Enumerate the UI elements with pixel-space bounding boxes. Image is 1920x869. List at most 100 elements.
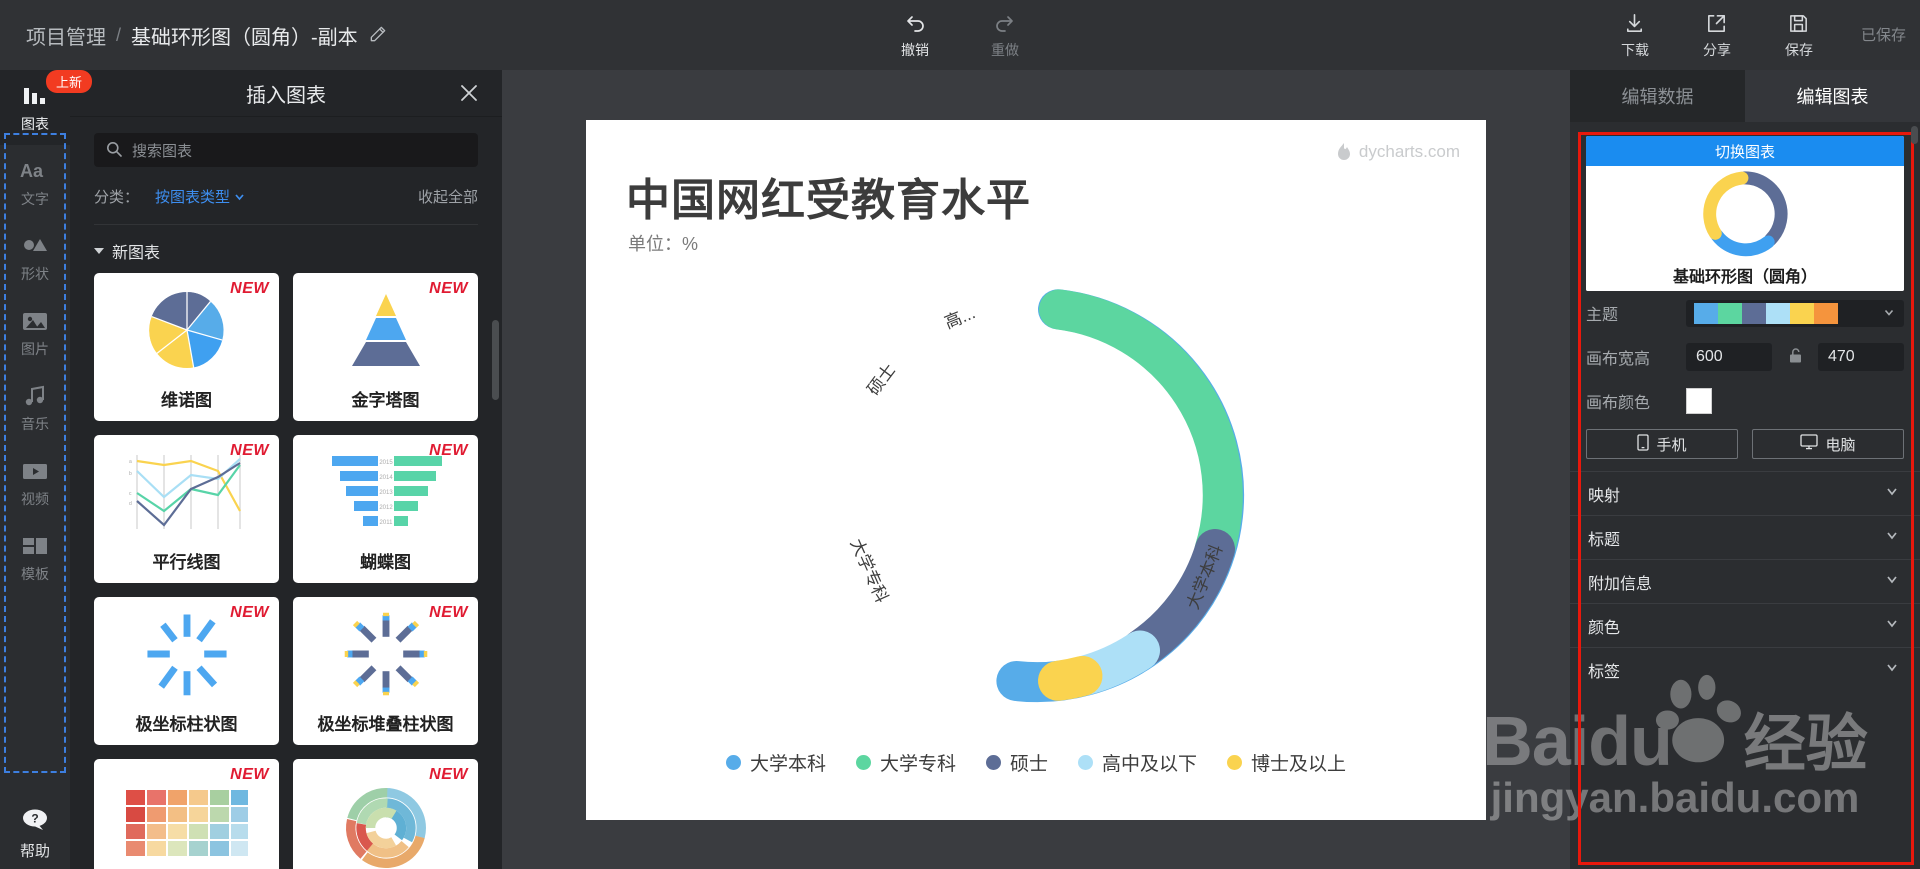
search-chart-input[interactable]: 搜索图表	[94, 133, 478, 168]
share-button[interactable]: 分享	[1693, 11, 1741, 60]
insert-panel-scrollbar[interactable]	[492, 320, 499, 400]
rail-label-template: 模板	[21, 566, 49, 582]
redo-button[interactable]: 重做	[981, 11, 1029, 60]
close-icon[interactable]	[458, 82, 480, 104]
canvas-color-swatch[interactable]	[1686, 388, 1712, 414]
category-dropdown[interactable]: 按图表类型	[155, 186, 246, 207]
desktop-label: 电脑	[1825, 436, 1856, 454]
section-label: 附加信息	[1588, 575, 1653, 593]
tab-edit-data[interactable]: 编辑数据	[1570, 70, 1745, 122]
legend-item-2[interactable]: 硕士	[985, 749, 1048, 776]
video-icon	[22, 458, 48, 484]
history-tools: 撤销 重做	[0, 0, 1920, 70]
chevron-down-icon	[1884, 659, 1900, 680]
breadcrumb-current: 基础环形图（圆角）-副本	[131, 26, 358, 49]
help-button[interactable]: ? 帮助	[0, 808, 70, 861]
category-label: 分类：	[94, 188, 140, 206]
pencil-icon[interactable]	[368, 24, 390, 46]
donut-chart[interactable]: 大学本科 大学专科 硕士 高...	[586, 260, 1486, 730]
collapse-all-button[interactable]: 收起全部	[417, 188, 478, 206]
section-title: 新图表	[112, 245, 161, 263]
chart-card-polar-stacked-bar[interactable]: NEW	[293, 597, 478, 746]
legend-item-0[interactable]: 大学本科	[725, 749, 826, 776]
save-button[interactable]: 保存	[1775, 11, 1823, 60]
breadcrumb-root[interactable]: 项目管理	[26, 26, 106, 49]
help-icon: ?	[21, 808, 49, 836]
svg-text:?: ?	[31, 812, 38, 826]
download-button[interactable]: 下载	[1611, 11, 1659, 60]
canvas-stage: dycharts.com 中国网红受教育水平 单位：%	[502, 70, 1570, 869]
rail-label-shapes: 形状	[21, 266, 49, 282]
butterfly-chart-icon: 2015 2014 2013 2012 2011	[293, 435, 478, 548]
section-title[interactable]: 标题	[1570, 515, 1920, 559]
help-label: 帮助	[19, 843, 50, 860]
chart-card-polar-bar[interactable]: NEW	[94, 597, 279, 746]
chart-card-label: 平行线图	[152, 553, 221, 573]
mobile-button[interactable]: 手机	[1586, 429, 1738, 459]
desktop-button[interactable]: 电脑	[1752, 429, 1904, 459]
category-row: 分类： 按图表类型 收起全部	[94, 184, 478, 208]
text-icon: Aa	[20, 158, 50, 184]
theme-swatch-4	[1790, 302, 1814, 324]
device-row: 手机 电脑	[1570, 423, 1920, 471]
chart-subtitle[interactable]: 单位：%	[628, 233, 699, 254]
chart-card-pyramid[interactable]: NEW 金字塔图	[293, 273, 478, 422]
svg-text:c: c	[129, 491, 132, 497]
section-label-settings[interactable]: 标签	[1570, 647, 1920, 691]
canvas-color-label: 画布颜色	[1586, 395, 1651, 412]
lock-open-icon[interactable]	[1786, 347, 1804, 367]
download-label: 下载	[1620, 41, 1649, 58]
svg-text:2015: 2015	[379, 460, 393, 466]
section-new-charts[interactable]: 新图表	[70, 225, 502, 273]
legend-item-3[interactable]: 高中及以下	[1078, 749, 1197, 776]
rail-item-image[interactable]: 图片	[0, 295, 70, 370]
chart-card-voronoi[interactable]: NEW	[94, 273, 279, 422]
chart-card-butterfly[interactable]: NEW 2015 201	[293, 435, 478, 584]
left-rail: 上新 图表 Aa 文字 形状 图片	[0, 70, 93, 869]
switch-chart-card[interactable]: 切换图表 基础环形图（圆角）	[1586, 136, 1904, 291]
template-icon	[22, 533, 48, 559]
legend-item-1[interactable]: 大学专科	[855, 749, 956, 776]
theme-swatch-1	[1718, 302, 1742, 324]
breadcrumb-separator: /	[116, 24, 122, 45]
chart-card-heatmap[interactable]: NEW	[94, 759, 279, 869]
section-label: 标签	[1588, 663, 1621, 681]
svg-text:b: b	[129, 471, 132, 477]
section-mapping[interactable]: 映射	[1570, 471, 1920, 515]
undo-button[interactable]: 撤销	[891, 11, 939, 60]
desktop-icon	[1800, 434, 1819, 454]
canvas-color-row: 画布颜色	[1570, 379, 1920, 423]
tab-edit-chart[interactable]: 编辑图表	[1745, 70, 1920, 122]
new-tag: NEW	[230, 280, 269, 298]
theme-swatch-0	[1694, 302, 1718, 324]
insert-chart-panel: 插入图表 搜索图表 分类： 按图表类型 收起全部	[70, 70, 502, 869]
chart-legend: 大学本科 大学专科 硕士 高中及以下 博士及以上	[586, 749, 1486, 776]
top-right-tools: 下载 分享 保存 已保存	[1611, 0, 1906, 70]
right-panel-scrollbar[interactable]	[1911, 126, 1918, 144]
mobile-icon	[1637, 433, 1650, 455]
legend-item-4[interactable]: 博士及以上	[1227, 749, 1346, 776]
canvas-height-input[interactable]	[1818, 343, 1904, 371]
flame-icon	[1337, 142, 1350, 160]
section-extra-info[interactable]: 附加信息	[1570, 559, 1920, 603]
canvas-width-input[interactable]	[1686, 343, 1772, 371]
chevron-down-icon	[1884, 571, 1900, 592]
dycharts-label: dycharts.com	[1358, 141, 1460, 161]
new-tag: NEW	[230, 604, 269, 622]
theme-dropdown[interactable]	[1686, 299, 1904, 327]
section-color[interactable]: 颜色	[1570, 603, 1920, 647]
rail-label-charts: 图表	[21, 116, 49, 132]
chart-canvas[interactable]: dycharts.com 中国网红受教育水平 单位：%	[586, 119, 1486, 820]
legend-label: 大学本科	[749, 753, 826, 775]
rail-item-shapes[interactable]: 形状	[0, 220, 70, 295]
rail-item-text[interactable]: Aa 文字	[0, 145, 70, 220]
rail-item-video[interactable]: 视频	[0, 445, 70, 520]
rail-item-charts[interactable]: 图表	[0, 70, 70, 145]
search-placeholder: 搜索图表	[132, 142, 193, 160]
rail-item-music[interactable]: 音乐	[0, 370, 70, 445]
undo-icon	[903, 11, 927, 37]
chart-card-sunburst[interactable]: NEW	[293, 759, 478, 869]
rail-item-template[interactable]: 模板	[0, 520, 70, 595]
chart-title[interactable]: 中国网红受教育水平	[626, 175, 1031, 225]
